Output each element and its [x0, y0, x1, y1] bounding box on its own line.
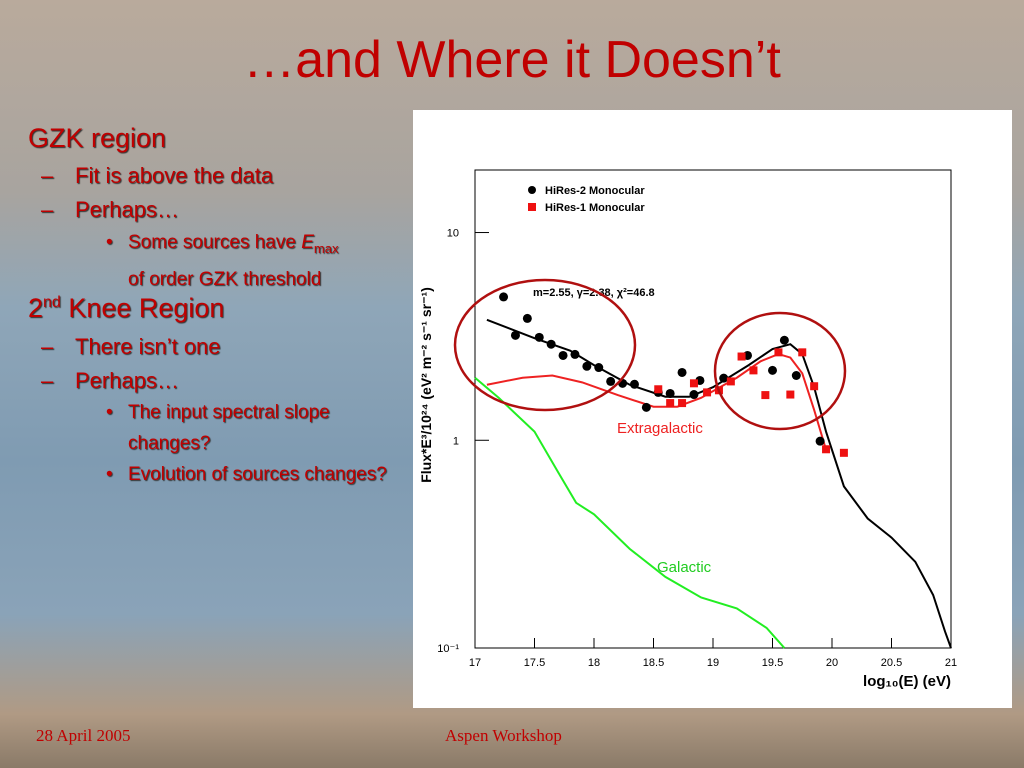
point — [629, 379, 639, 389]
annotation: Galactic — [657, 559, 712, 576]
highlight-circle — [453, 278, 637, 412]
point — [689, 390, 699, 400]
bullet: – Fit is above the data — [41, 163, 274, 188]
point — [654, 385, 663, 394]
point — [703, 388, 712, 397]
y-tick-label: 1 — [453, 435, 459, 447]
bullet: • The input spectral slope changes? — [106, 402, 330, 454]
point — [499, 292, 509, 302]
point — [594, 363, 604, 373]
point — [791, 371, 801, 381]
point — [558, 350, 568, 360]
legend-marker — [528, 203, 536, 211]
legend-marker — [528, 186, 536, 194]
bullet: – There isn’t one — [41, 334, 221, 359]
bullet: – Perhaps… — [41, 368, 179, 393]
x-tick-label: 17 — [469, 657, 481, 669]
point — [606, 376, 616, 386]
annotation: Extragalactic — [617, 420, 703, 437]
highlight-circle — [713, 311, 847, 431]
point — [779, 335, 789, 345]
curve — [486, 353, 828, 451]
point — [786, 390, 795, 399]
point — [641, 402, 651, 412]
legend-label: HiRes-2 Monocular — [545, 185, 645, 197]
point — [737, 352, 746, 361]
point — [798, 348, 807, 357]
point — [546, 339, 556, 349]
title: …and Where it Doesn’t — [243, 31, 781, 89]
bullet: • Evolution of sources changes? — [106, 464, 387, 485]
x-tick-label: 18 — [588, 657, 600, 669]
y-tick-label: 10 — [447, 228, 459, 240]
chart-panel — [413, 110, 1012, 708]
footer: Aspen Workshop — [445, 726, 562, 745]
x-tick-label: 19.5 — [762, 657, 783, 669]
point — [677, 367, 687, 377]
point — [534, 332, 544, 342]
x-tick-label: 18.5 — [643, 657, 664, 669]
point — [582, 361, 592, 371]
point — [689, 379, 698, 388]
bullet: •2nd Knee Region — [28, 293, 225, 323]
point — [666, 399, 675, 408]
point — [570, 349, 580, 359]
footer: 28 April 2005 — [36, 726, 131, 745]
curve — [474, 376, 786, 649]
point — [815, 436, 825, 446]
x-tick-label: 20.5 — [881, 657, 902, 669]
point — [810, 382, 819, 391]
x-tick-label: 19 — [707, 657, 719, 669]
point — [774, 348, 783, 357]
bullet: •GZK region — [28, 123, 167, 153]
point — [761, 391, 770, 400]
point — [749, 366, 758, 375]
point — [510, 330, 520, 340]
point — [839, 448, 848, 457]
curve — [486, 318, 952, 649]
y-axis-label: Flux*E³/10²⁴ (eV² m⁻² s⁻¹ sr⁻¹) — [418, 287, 434, 483]
x-tick-label: 20 — [826, 657, 838, 669]
bullet: • Some sources have Emax of order GZK thre… — [106, 232, 339, 290]
legend-label: HiRes-1 Monocular — [545, 202, 645, 214]
point — [522, 313, 532, 323]
point — [665, 388, 675, 398]
bullet: – Perhaps… — [41, 197, 179, 222]
point — [768, 365, 777, 375]
point — [719, 373, 729, 383]
point — [726, 377, 735, 386]
point — [678, 399, 687, 408]
x-tick-label: 17.5 — [524, 657, 545, 669]
y-tick-label: 10⁻¹ — [437, 643, 459, 655]
annotation: m=2.55, γ=2.38, χ²=46.8 — [533, 287, 655, 299]
point — [822, 445, 831, 454]
x-tick-label: 21 — [945, 657, 957, 669]
x-axis-label: log₁₀(E) (eV) — [863, 673, 951, 690]
